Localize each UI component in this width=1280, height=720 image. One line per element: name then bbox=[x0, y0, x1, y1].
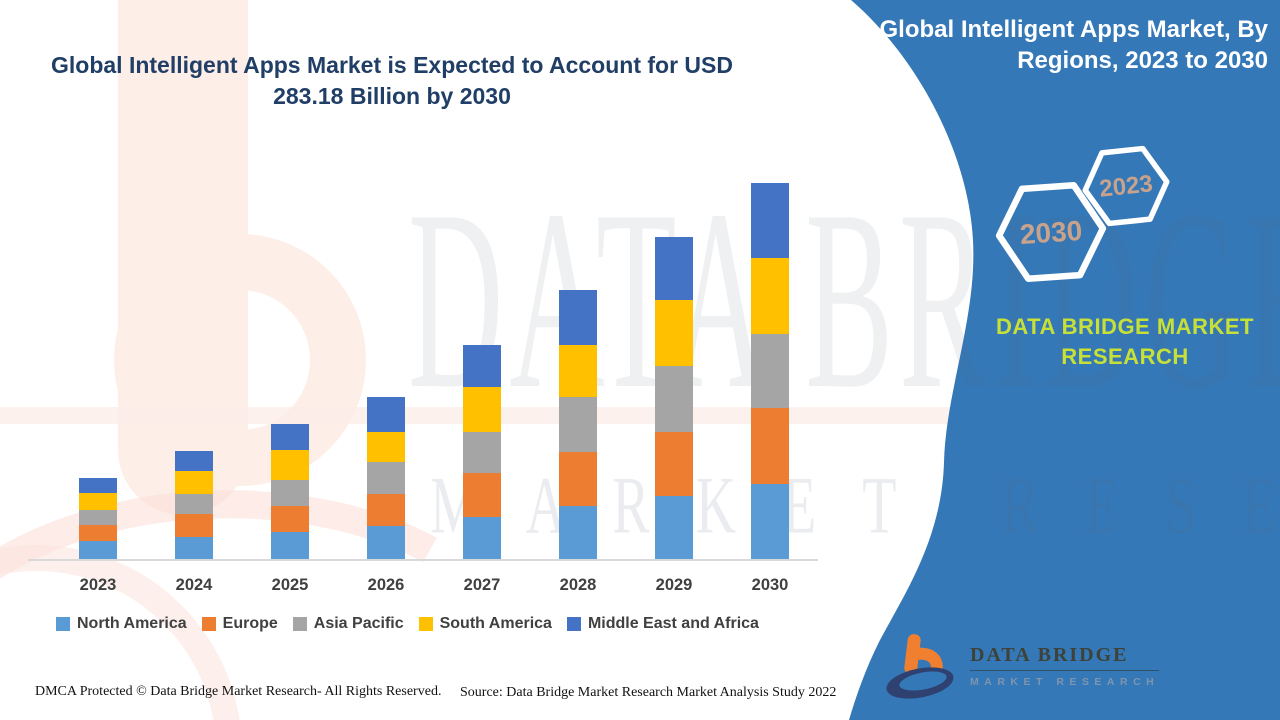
bar-segment-middle-east-and-africa bbox=[367, 397, 405, 432]
hexagon-2030: 2030 bbox=[995, 182, 1107, 282]
year-hexagons: 2030 2023 bbox=[995, 145, 1170, 282]
brand-wordmark-line2: RESEARCH bbox=[1061, 344, 1189, 369]
bar-segment-europe bbox=[367, 494, 405, 526]
stacked-bar-2028 bbox=[559, 290, 597, 559]
stacked-bar-2029 bbox=[655, 237, 693, 559]
data-bridge-logo: DATA BRIDGE MARKET RESEARCH bbox=[882, 632, 1160, 700]
bar-segment-south-america bbox=[463, 387, 501, 432]
legend-label: Asia Pacific bbox=[313, 615, 404, 632]
legend-item-north-america: North America bbox=[56, 615, 187, 633]
x-axis-label-2029: 2029 bbox=[655, 576, 693, 594]
bar-segment-south-america bbox=[559, 345, 597, 397]
legend-item-middle-east-and-africa: Middle East and Africa bbox=[566, 615, 759, 633]
x-axis-label-2025: 2025 bbox=[271, 576, 309, 594]
hexagon-2023: 2023 bbox=[1082, 145, 1170, 227]
bar-segment-north-america bbox=[463, 517, 501, 559]
legend-label: Middle East and Africa bbox=[587, 615, 759, 632]
stacked-bar-2027 bbox=[463, 345, 501, 559]
stacked-bar-2030 bbox=[751, 183, 789, 559]
x-axis-line bbox=[28, 559, 818, 561]
hexagon-2023-label: 2023 bbox=[1098, 170, 1154, 202]
legend-color-chip bbox=[566, 617, 581, 631]
bar-segment-asia-pacific bbox=[559, 397, 597, 452]
bar-segment-asia-pacific bbox=[175, 494, 213, 514]
brand-wordmark: DATA BRIDGE MARKET RESEARCH bbox=[975, 312, 1275, 372]
data-bridge-logo-mark bbox=[886, 634, 954, 699]
x-axis-label-2024: 2024 bbox=[175, 576, 213, 594]
side-panel-title-line1: Global Intelligent Apps Market, By bbox=[879, 16, 1269, 43]
bar-segment-asia-pacific bbox=[751, 334, 789, 408]
stacked-bar-2026 bbox=[367, 397, 405, 559]
bar-segment-asia-pacific bbox=[271, 480, 309, 506]
bar-segment-north-america bbox=[79, 541, 117, 559]
bar-segment-europe bbox=[175, 514, 213, 537]
bar-segment-south-america bbox=[79, 493, 117, 510]
page-title-line1: Global Intelligent Apps Market is Expect… bbox=[51, 52, 733, 78]
brand-wordmark-line1: DATA BRIDGE MARKET bbox=[996, 314, 1254, 339]
bar-segment-north-america bbox=[559, 506, 597, 559]
x-axis-label-2023: 2023 bbox=[79, 576, 117, 594]
legend-color-chip bbox=[201, 617, 216, 631]
footer-source-text: Source: Data Bridge Market Research Mark… bbox=[460, 685, 837, 700]
legend-label: South America bbox=[439, 615, 552, 632]
page-title: Global Intelligent Apps Market is Expect… bbox=[30, 50, 754, 112]
bar-segment-europe bbox=[655, 432, 693, 496]
legend-item-europe: Europe bbox=[201, 615, 278, 633]
side-panel-title: Global Intelligent Apps Market, By Regio… bbox=[868, 14, 1269, 76]
bar-segment-north-america bbox=[655, 496, 693, 559]
x-axis-label-2026: 2026 bbox=[367, 576, 405, 594]
bar-segment-north-america bbox=[751, 484, 789, 559]
page-title-line2: 283.18 Billion by 2030 bbox=[273, 83, 511, 109]
bar-segment-europe bbox=[559, 452, 597, 506]
legend-color-chip bbox=[292, 617, 307, 631]
footer-dmca-text: DMCA Protected © Data Bridge Market Rese… bbox=[35, 684, 442, 699]
legend-color-chip bbox=[56, 617, 70, 631]
bar-segment-europe bbox=[463, 473, 501, 517]
logo-subtitle: MARKET RESEARCH bbox=[970, 676, 1160, 688]
bar-segment-north-america bbox=[175, 537, 213, 559]
x-axis-label-2027: 2027 bbox=[463, 576, 501, 594]
bar-segment-asia-pacific bbox=[367, 462, 405, 494]
bar-segment-middle-east-and-africa bbox=[655, 237, 693, 300]
legend-color-chip bbox=[418, 617, 433, 631]
bar-segment-south-america bbox=[367, 432, 405, 462]
chart-legend: North America Europe Asia Pacific South Ame… bbox=[56, 615, 759, 633]
bar-segment-south-america bbox=[751, 258, 789, 334]
stacked-bar-2025 bbox=[271, 424, 309, 559]
bar-segment-middle-east-and-africa bbox=[79, 478, 117, 493]
x-axis-label-2030: 2030 bbox=[751, 576, 789, 594]
legend-label: Europe bbox=[222, 615, 278, 632]
stacked-bar-2023 bbox=[79, 478, 117, 559]
bar-segment-asia-pacific bbox=[655, 366, 693, 432]
side-panel-title-line2: Regions, 2023 to 2030 bbox=[1017, 47, 1268, 74]
hexagon-2030-label: 2030 bbox=[1019, 215, 1083, 250]
bar-segment-south-america bbox=[655, 300, 693, 366]
bar-segment-asia-pacific bbox=[79, 510, 117, 525]
legend-item-asia-pacific: Asia Pacific bbox=[292, 615, 404, 633]
bar-segment-europe bbox=[271, 506, 309, 532]
bar-segment-asia-pacific bbox=[463, 432, 501, 473]
bar-segment-north-america bbox=[367, 526, 405, 559]
bar-segment-middle-east-and-africa bbox=[271, 424, 309, 450]
logo-name: DATA BRIDGE bbox=[970, 644, 1160, 671]
x-axis-label-2028: 2028 bbox=[559, 576, 597, 594]
bar-segment-south-america bbox=[175, 471, 213, 494]
bar-segment-middle-east-and-africa bbox=[559, 290, 597, 345]
legend-item-south-america: South America bbox=[418, 615, 552, 633]
bar-segment-europe bbox=[79, 525, 117, 541]
legend-label: North America bbox=[77, 615, 187, 632]
bar-segment-north-america bbox=[271, 532, 309, 559]
bar-segment-middle-east-and-africa bbox=[463, 345, 501, 387]
bar-segment-middle-east-and-africa bbox=[751, 183, 789, 258]
bar-segment-europe bbox=[751, 408, 789, 484]
bar-segment-middle-east-and-africa bbox=[175, 451, 213, 471]
bar-segment-south-america bbox=[271, 450, 309, 480]
stacked-bar-2024 bbox=[175, 451, 213, 559]
